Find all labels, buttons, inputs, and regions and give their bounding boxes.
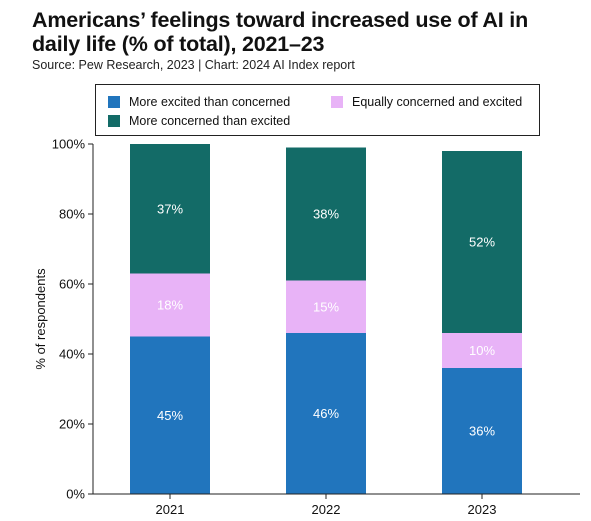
bar-value-label: 46% (313, 406, 339, 421)
chart-title: Americans’ feelings toward increased use… (32, 8, 529, 56)
bar-segment (442, 151, 522, 333)
bar-value-label: 38% (313, 207, 339, 222)
y-tick-label: 60% (59, 277, 85, 292)
legend-swatch-concerned (108, 115, 120, 127)
x-tick-label: 2021 (156, 502, 185, 517)
bar-value-label: 18% (157, 298, 183, 313)
bar-segment (286, 147, 366, 281)
legend-label-equal: Equally concerned and excited (352, 95, 523, 109)
bar-value-label: 52% (469, 235, 495, 250)
bar-segment (130, 144, 210, 274)
y-tick-label: 20% (59, 417, 85, 432)
y-axis-ticks: 0% 20% 40% 60% 80% 100% (52, 137, 93, 502)
bar-segment (130, 336, 210, 494)
bar-value-label: 45% (157, 408, 183, 423)
legend-label-concerned: More concerned than excited (129, 114, 291, 128)
bar-segment (442, 368, 522, 494)
y-tick-label: 0% (66, 487, 85, 502)
bar-segment (286, 280, 366, 333)
x-tick-label: 2022 (312, 502, 341, 517)
y-tick-label: 100% (52, 137, 86, 152)
bar-value-label: 10% (469, 343, 495, 358)
legend-swatch-equal (331, 96, 343, 108)
y-tick-label: 40% (59, 347, 85, 362)
legend-label-excited: More excited than concerned (129, 95, 291, 109)
bar-segment (130, 273, 210, 337)
x-tick-label: 2023 (468, 502, 497, 517)
bar-value-label: 36% (469, 424, 495, 439)
y-tick-label: 80% (59, 207, 85, 222)
legend-item-equal: Equally concerned and excited (331, 95, 522, 109)
legend-item-excited: More excited than concerned (108, 95, 290, 109)
bar-value-label: 37% (157, 201, 183, 216)
bar-segment (286, 333, 366, 494)
x-axis-ticks: 2021 2022 2023 (156, 494, 497, 517)
chart-subtitle: Source: Pew Research, 2023 | Chart: 2024… (32, 58, 355, 72)
bar-segment (442, 333, 522, 368)
chart-legend: More excited than concerned Equally conc… (95, 84, 540, 136)
legend-swatch-excited (108, 96, 120, 108)
bar-value-label: 15% (313, 299, 339, 314)
bars: 45% 18% 37% 46% 15% 38% 36% 10% 52% (130, 144, 522, 494)
legend-item-concerned: More concerned than excited (108, 114, 290, 128)
y-axis-title: % of respondents (33, 268, 48, 370)
